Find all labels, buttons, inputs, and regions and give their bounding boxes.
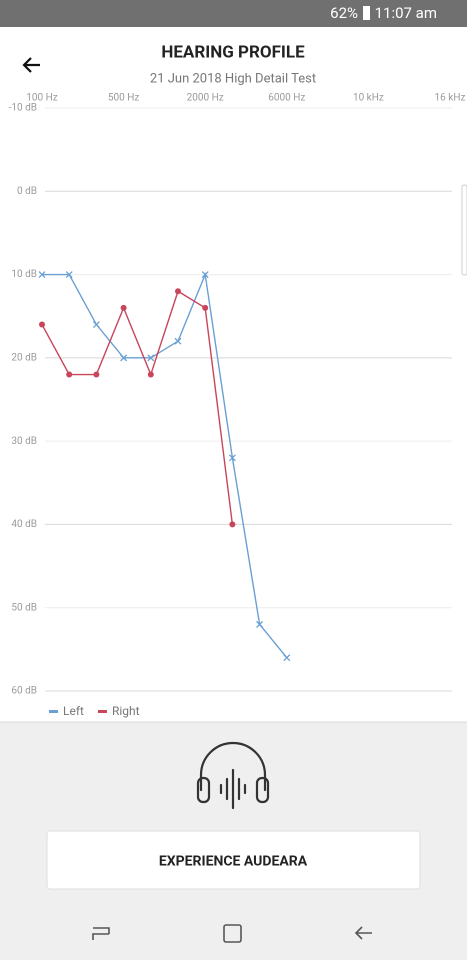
marker <box>93 371 100 378</box>
legend-label: Right <box>112 704 140 718</box>
marker <box>283 654 291 662</box>
marker <box>228 454 236 462</box>
marker <box>256 620 264 628</box>
marker <box>201 271 209 279</box>
marker <box>202 304 209 311</box>
marker <box>65 271 73 279</box>
recent-apps[interactable] <box>92 927 110 940</box>
title: HEARING PROFILE <box>161 42 305 62</box>
y-tick-label: -10 dB <box>9 103 37 114</box>
series-line <box>42 271 288 659</box>
legend-label: Left <box>63 704 84 718</box>
marker <box>147 371 154 378</box>
scroll-indicator <box>461 184 467 276</box>
home[interactable] <box>223 924 242 943</box>
marker <box>120 304 127 311</box>
x-tick-label: 6000 Hz <box>268 93 305 104</box>
button-label[interactable]: EXPERIENCE AUDEARA <box>159 854 308 870</box>
marker <box>92 321 100 329</box>
status-bar <box>0 0 467 27</box>
y-tick-label: 60 dB <box>11 686 37 697</box>
nav-bar <box>92 924 372 943</box>
y-tick-label: 50 dB <box>11 602 37 613</box>
x-tick-label: 16 kHz <box>435 93 466 104</box>
y-tick-label: 0 dB <box>17 186 37 197</box>
y-tick-label: 20 dB <box>11 352 37 363</box>
marker <box>38 271 46 279</box>
marker <box>175 288 181 295</box>
headphones-icon <box>196 741 270 810</box>
x-tick-label: 2000 Hz <box>187 93 224 104</box>
experience-button[interactable] <box>46 830 421 890</box>
series-line <box>41 290 234 525</box>
marker <box>66 371 73 378</box>
time: 11:07 am <box>375 4 437 22</box>
battery-icon <box>363 6 370 20</box>
back-button[interactable] <box>22 57 40 73</box>
back[interactable] <box>354 926 372 940</box>
x-tick-label: 10 kHz <box>353 93 384 104</box>
legend-swatch <box>97 710 107 713</box>
marker <box>147 354 155 362</box>
x-tick-label: 100 Hz <box>26 93 57 104</box>
marker <box>39 321 45 328</box>
battery: 62% <box>330 4 358 22</box>
marker <box>229 521 236 528</box>
legend-swatch <box>49 710 58 713</box>
subtitle: 21 Jun 2018 High Detail Test <box>150 71 316 86</box>
y-tick-label: 30 dB <box>11 436 37 447</box>
y-tick-label: 40 dB <box>11 519 37 530</box>
y-tick-label: 10 dB <box>11 269 37 280</box>
plot: -10 dB 0 dB 10 dB 20 dB 30 dB 40 dB 50 dB 60 dB… <box>9 93 466 719</box>
marker <box>174 337 182 345</box>
x-tick-label: 500 Hz <box>108 93 139 104</box>
marker <box>120 354 128 362</box>
